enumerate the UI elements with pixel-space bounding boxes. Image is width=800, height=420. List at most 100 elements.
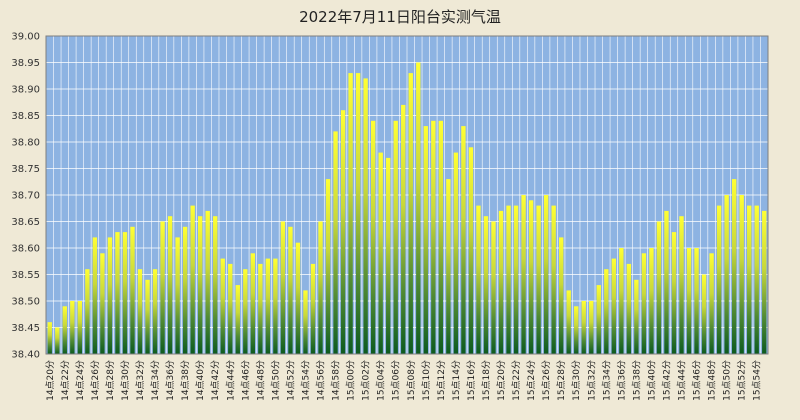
x-tick-label: 15点08分 <box>406 360 417 401</box>
x-tick-label: 14点52分 <box>285 360 296 401</box>
bar <box>483 216 489 354</box>
bar <box>408 73 413 354</box>
bar <box>137 269 143 354</box>
y-tick-label: 38.45 <box>11 323 40 334</box>
bar <box>92 237 98 354</box>
x-tick-label: 15点54分 <box>752 360 763 401</box>
x-tick-label: 15点38分 <box>631 360 642 401</box>
bar <box>310 263 316 354</box>
bar <box>476 205 481 354</box>
x-tick-label: 14点22分 <box>60 360 71 401</box>
y-tick-label: 38.40 <box>11 350 40 361</box>
x-tick-label: 15点40分 <box>646 360 657 401</box>
x-tick-label: 14点44分 <box>225 360 236 401</box>
x-tick-label: 15点42分 <box>661 360 672 401</box>
x-tick-label: 14点48分 <box>255 360 266 401</box>
bar <box>694 248 699 354</box>
bar <box>446 179 451 354</box>
x-tick-label: 15点36分 <box>616 360 627 401</box>
bar <box>431 120 436 354</box>
x-tick-label: 15点30分 <box>571 360 582 401</box>
x-tick-label: 15点10分 <box>421 360 432 401</box>
x-tick-label: 15点32分 <box>586 360 597 401</box>
y-tick-label: 38.60 <box>11 244 40 255</box>
x-tick-label: 14点38分 <box>180 360 191 401</box>
bar <box>122 232 128 354</box>
bar <box>747 205 752 354</box>
x-tick-label: 15点14分 <box>451 360 462 401</box>
bar <box>318 221 323 354</box>
bar <box>175 237 180 354</box>
y-tick-label: 38.80 <box>11 138 40 149</box>
bar <box>325 179 331 354</box>
bar <box>70 301 75 354</box>
bar <box>55 327 60 354</box>
bar <box>521 195 526 354</box>
bar <box>288 226 293 354</box>
x-tick-label: 15点22分 <box>511 360 522 401</box>
bar <box>182 226 188 354</box>
x-axis-ticks: 14点20分 14点22分 14点24分 14点26分 14点28分 14点30分 14点3… <box>45 360 763 401</box>
x-tick-label: 15点26分 <box>541 360 552 401</box>
bar <box>85 269 90 354</box>
y-tick-label: 38.85 <box>11 111 40 122</box>
chart-title: 2022年7月11日阳台实测气温 <box>299 8 501 26</box>
bar <box>265 258 271 354</box>
bar <box>303 290 308 354</box>
bar <box>190 205 195 354</box>
bar <box>468 147 474 354</box>
bar <box>258 263 263 354</box>
bar <box>551 205 556 354</box>
bar <box>536 205 541 354</box>
bar <box>491 221 496 354</box>
plot-border <box>45 35 769 355</box>
bar <box>543 195 549 354</box>
y-tick-label: 38.50 <box>11 297 40 308</box>
x-tick-label: 14点46分 <box>240 360 251 401</box>
bar <box>671 232 677 354</box>
x-tick-label: 15点46分 <box>692 360 703 401</box>
bar <box>77 301 83 354</box>
bar <box>686 248 692 354</box>
bar <box>739 195 744 354</box>
bar <box>641 253 647 354</box>
bar <box>664 210 669 354</box>
bar <box>619 248 624 354</box>
x-tick-label: 15点16分 <box>466 360 477 401</box>
bar <box>62 306 67 354</box>
bar <box>355 73 361 354</box>
x-tick-label: 14点54分 <box>300 360 311 401</box>
x-tick-label: 14点36分 <box>165 360 176 401</box>
bar <box>724 195 729 354</box>
bar <box>416 62 421 354</box>
bar <box>701 274 707 354</box>
bar <box>370 120 376 354</box>
bar <box>228 263 233 354</box>
bar <box>386 157 391 354</box>
bar <box>235 285 240 354</box>
gridlines <box>45 35 769 355</box>
bar <box>198 216 203 354</box>
x-tick-label: 14点42分 <box>210 360 221 401</box>
x-tick-label: 15点44分 <box>677 360 688 401</box>
x-tick-label: 15点20分 <box>496 360 507 401</box>
bar <box>160 221 165 354</box>
bar <box>363 78 368 355</box>
bar <box>679 216 684 354</box>
bar <box>604 269 609 354</box>
y-tick-label: 38.65 <box>11 217 40 228</box>
bar <box>250 253 255 354</box>
bar <box>506 205 511 354</box>
bar <box>115 232 120 354</box>
bar <box>145 279 150 354</box>
bar <box>461 126 466 354</box>
bar <box>438 120 444 354</box>
x-tick-label: 15点04分 <box>376 360 387 401</box>
bar <box>596 285 601 354</box>
bar <box>205 210 210 354</box>
x-tick-label: 14点20分 <box>45 360 56 401</box>
x-tick-label: 14点34分 <box>150 360 161 401</box>
bar <box>649 248 654 354</box>
bar <box>401 104 406 355</box>
